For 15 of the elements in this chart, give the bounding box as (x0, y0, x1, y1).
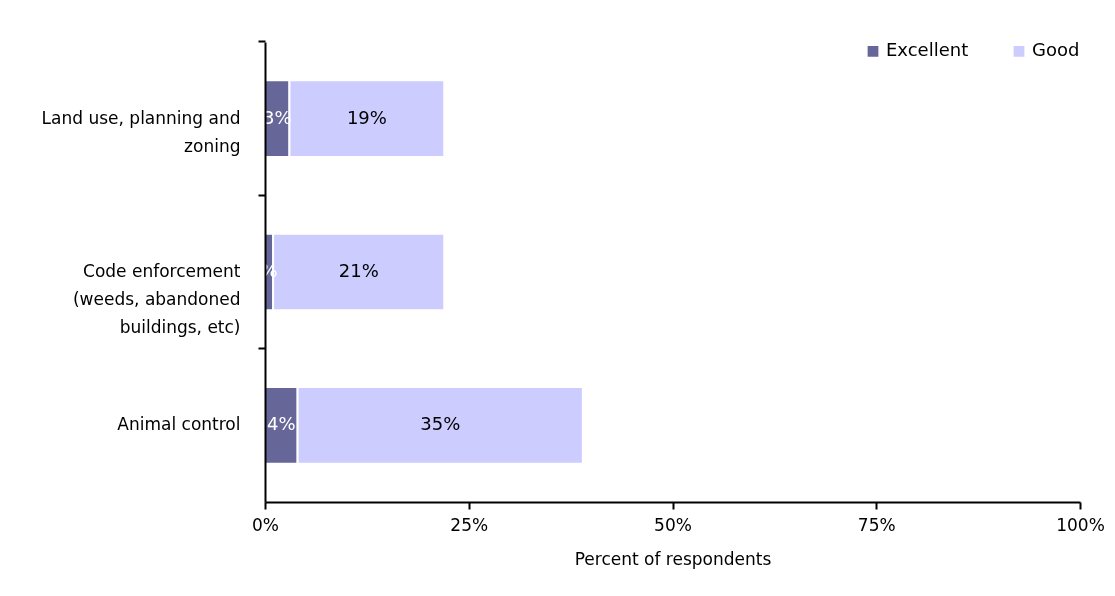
x-tick-label: 100% (1056, 514, 1105, 535)
x-tick-label: 25% (450, 514, 489, 535)
data-label: 35% (420, 413, 461, 435)
x-tick-label: 0% (252, 514, 279, 535)
y-tick-label: Animal control (117, 414, 241, 435)
data-label: 19% (346, 106, 387, 128)
x-tick-label: 50% (654, 514, 692, 535)
legend-label: Good (1032, 39, 1080, 61)
data-label: 21% (338, 260, 379, 281)
x-axis-title: Percent of respondents (574, 548, 772, 569)
y-tick-label: Code enforcement (weeds, abandoned buildings, etc) (72, 261, 241, 337)
x-tick-label: 75% (857, 514, 896, 535)
data-label: 4% (267, 413, 296, 435)
y-tick-label: Land use, planning and zoning (41, 107, 241, 156)
legend-label: Excellent (886, 39, 969, 61)
